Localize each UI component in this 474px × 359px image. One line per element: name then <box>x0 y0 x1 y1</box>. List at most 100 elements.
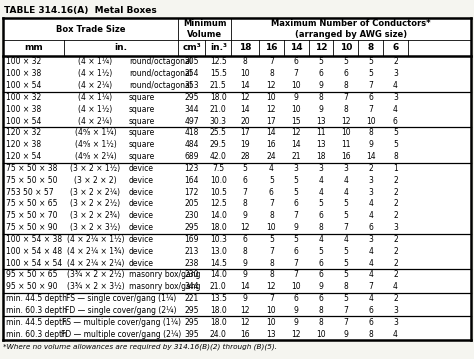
Text: 6: 6 <box>392 43 399 52</box>
Text: 205: 205 <box>184 57 199 66</box>
Text: 21.0: 21.0 <box>210 105 227 114</box>
Text: 2: 2 <box>393 176 398 185</box>
Text: square: square <box>129 152 155 161</box>
Text: 4: 4 <box>319 235 323 244</box>
Text: cm³: cm³ <box>182 43 201 52</box>
Text: 14: 14 <box>290 43 302 52</box>
Text: (4 × 1¼): (4 × 1¼) <box>78 93 112 102</box>
Text: (4 × 2¼ × 2¼): (4 × 2¼ × 2¼) <box>67 258 124 267</box>
Text: 7: 7 <box>343 318 348 327</box>
Text: 75 × 50 × 65: 75 × 50 × 65 <box>6 199 57 209</box>
Text: 3: 3 <box>393 69 398 78</box>
Text: 9: 9 <box>294 306 299 315</box>
Text: 7: 7 <box>269 247 274 256</box>
Text: Box Trade Size: Box Trade Size <box>56 24 126 33</box>
Text: 95 × 50 × 65: 95 × 50 × 65 <box>6 270 57 279</box>
Text: (3 × 2 × 2½): (3 × 2 × 2½) <box>70 199 120 209</box>
Text: 4: 4 <box>343 235 348 244</box>
Text: 12: 12 <box>267 105 276 114</box>
Text: 5: 5 <box>343 294 348 303</box>
Text: 8: 8 <box>344 81 348 90</box>
Text: 344: 344 <box>184 105 199 114</box>
Text: min. 44.5 depth: min. 44.5 depth <box>6 318 67 327</box>
Text: 14: 14 <box>266 129 276 137</box>
Text: 7: 7 <box>294 258 299 267</box>
Text: 6: 6 <box>393 117 398 126</box>
Text: min. 44.5 depth: min. 44.5 depth <box>6 294 67 303</box>
Text: 5: 5 <box>294 176 299 185</box>
Text: 13: 13 <box>266 330 276 339</box>
Text: 5: 5 <box>269 176 274 185</box>
Text: 4: 4 <box>393 105 398 114</box>
Text: 8: 8 <box>243 247 247 256</box>
Text: FD — multiple cover/gang (2¼): FD — multiple cover/gang (2¼) <box>61 330 181 339</box>
Text: 3: 3 <box>393 306 398 315</box>
Text: device: device <box>129 199 154 209</box>
Text: 14: 14 <box>240 282 250 291</box>
Text: device: device <box>129 176 154 185</box>
Text: device: device <box>129 211 154 220</box>
Text: 13.5: 13.5 <box>210 294 227 303</box>
Text: 5: 5 <box>319 199 323 209</box>
Text: 14: 14 <box>240 81 250 90</box>
Text: 7: 7 <box>368 81 373 90</box>
Text: 29.5: 29.5 <box>210 140 227 149</box>
Text: (4 × 1¼): (4 × 1¼) <box>78 57 112 66</box>
Text: 12: 12 <box>240 223 250 232</box>
Text: 7: 7 <box>368 105 373 114</box>
Text: 3: 3 <box>319 164 323 173</box>
Text: 7: 7 <box>269 57 274 66</box>
Text: 5: 5 <box>343 57 348 66</box>
Text: mm: mm <box>24 43 43 52</box>
Text: 4: 4 <box>343 188 348 197</box>
Text: 6: 6 <box>243 235 247 244</box>
Text: TABLE 314.16(A)  Metal Boxes: TABLE 314.16(A) Metal Boxes <box>4 6 157 15</box>
Text: 8: 8 <box>269 211 274 220</box>
Text: 6: 6 <box>294 199 299 209</box>
Text: 7: 7 <box>368 282 373 291</box>
Text: 395: 395 <box>184 330 199 339</box>
Text: 6: 6 <box>319 211 323 220</box>
Text: 7: 7 <box>343 223 348 232</box>
Text: 10: 10 <box>316 330 326 339</box>
Text: 8: 8 <box>319 223 323 232</box>
Text: 497: 497 <box>184 117 199 126</box>
Text: 20: 20 <box>240 117 250 126</box>
Text: 3: 3 <box>343 164 348 173</box>
Text: 11: 11 <box>316 129 326 137</box>
Text: 42.0: 42.0 <box>210 152 227 161</box>
Text: 6: 6 <box>319 270 323 279</box>
Text: (3 × 2 × 2¾): (3 × 2 × 2¾) <box>71 211 120 220</box>
Text: 5: 5 <box>294 188 299 197</box>
Text: 8: 8 <box>269 69 274 78</box>
Text: 2: 2 <box>393 199 398 209</box>
Text: (4⁶⁄₈ × 1½): (4⁶⁄₈ × 1½) <box>74 140 116 149</box>
Text: Minimum
Volume: Minimum Volume <box>183 19 227 39</box>
Text: 9: 9 <box>319 81 323 90</box>
Text: round/octagonal: round/octagonal <box>129 57 192 66</box>
Text: 10: 10 <box>292 81 301 90</box>
Text: 10: 10 <box>266 223 276 232</box>
Text: (4 × 1½): (4 × 1½) <box>78 105 112 114</box>
Text: (3 × 2 × 2): (3 × 2 × 2) <box>74 176 117 185</box>
Text: 3: 3 <box>368 176 373 185</box>
Text: device: device <box>129 188 154 197</box>
Text: 18: 18 <box>316 152 326 161</box>
Text: 6: 6 <box>368 223 373 232</box>
Text: 13: 13 <box>316 117 326 126</box>
Text: 5: 5 <box>393 140 398 149</box>
Text: 4: 4 <box>368 294 373 303</box>
Text: 9: 9 <box>294 93 299 102</box>
Text: (3¾ × 2 × 3½): (3¾ × 2 × 3½) <box>67 282 124 291</box>
Text: 75 × 50 × 90: 75 × 50 × 90 <box>6 223 57 232</box>
Text: 7: 7 <box>269 199 274 209</box>
Text: 484: 484 <box>184 140 199 149</box>
Text: 100 × 54 × 48: 100 × 54 × 48 <box>6 247 62 256</box>
Text: 120 × 54: 120 × 54 <box>6 152 41 161</box>
Text: 12.5: 12.5 <box>210 57 227 66</box>
Text: 5: 5 <box>343 211 348 220</box>
Text: 2: 2 <box>393 247 398 256</box>
Text: 100 × 54: 100 × 54 <box>6 81 41 90</box>
Text: 14.0: 14.0 <box>210 270 227 279</box>
Text: 4: 4 <box>319 188 323 197</box>
